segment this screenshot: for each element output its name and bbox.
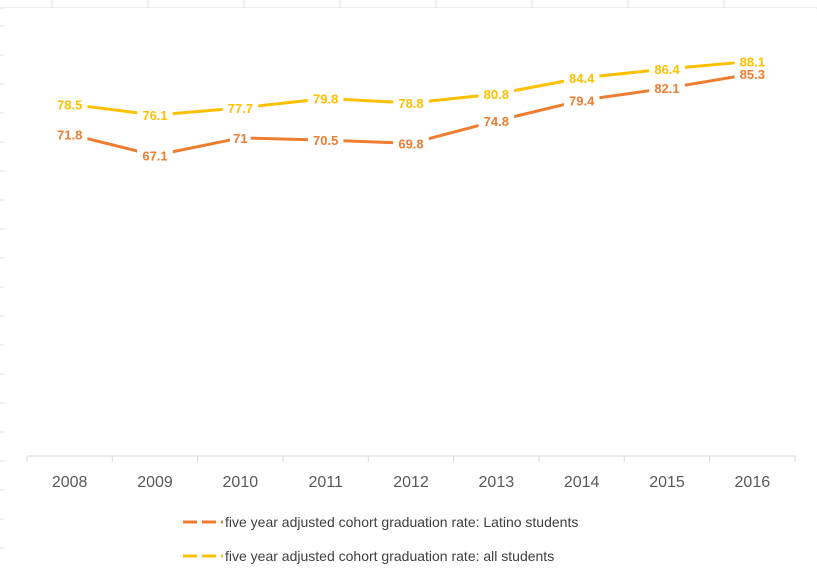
data-label-bg: [478, 87, 515, 103]
data-label-bg: [137, 108, 173, 124]
data-label: 85.3: [740, 67, 765, 82]
data-label-bg: [734, 54, 771, 70]
x-tick-label: 2009: [137, 474, 173, 491]
data-label: 82.1: [654, 81, 679, 96]
data-label: 74.8: [484, 114, 509, 129]
data-label-bg: [222, 100, 259, 116]
data-label-bg: [649, 61, 685, 77]
data-label-bg: [393, 136, 429, 152]
data-label: 78.5: [57, 97, 82, 112]
chart-area[interactable]: 2008 2009 2010 2011 2012 2013 2014 2015 2016 71.8…: [4, 8, 815, 570]
x-tick-label: 2012: [393, 474, 429, 491]
x-tick-label: 2011: [308, 474, 343, 491]
x-tick-label: 2013: [479, 474, 515, 491]
data-label-bg: [307, 133, 344, 149]
data-label: 76.1: [142, 108, 167, 123]
data-label-bg: [51, 97, 88, 113]
x-tick-label: 2015: [649, 474, 685, 491]
x-tick-label: 2010: [223, 474, 259, 491]
data-label-bg: [229, 130, 251, 146]
x-tick-label: 2016: [735, 474, 771, 491]
data-label: 79.4: [569, 93, 595, 108]
data-label-bg: [563, 70, 600, 86]
data-label: 84.4: [569, 71, 595, 86]
data-label: 80.8: [484, 87, 509, 102]
line-chart: 2008 2009 2010 2011 2012 2013 2014 2015 2016 71.8…: [26, 54, 796, 564]
data-label: 70.5: [313, 133, 338, 148]
data-label-bg: [393, 95, 429, 111]
x-tick-label: 2014: [564, 474, 600, 491]
data-label: 71: [233, 131, 247, 146]
data-label: 79.8: [313, 91, 338, 106]
data-label-bg: [51, 127, 88, 143]
legend-label: five year adjusted cohort graduation rat…: [225, 548, 554, 564]
data-label: 69.8: [398, 136, 423, 151]
data-label: 77.7: [228, 101, 253, 116]
data-label-bg: [137, 148, 173, 164]
data-label-bg: [307, 91, 344, 107]
legend-label: five year adjusted cohort graduation rat…: [225, 514, 578, 530]
data-label: 78.8: [398, 96, 423, 111]
data-label: 86.4: [654, 62, 680, 77]
data-label-bg: [649, 81, 685, 97]
data-label: 88.1: [740, 54, 765, 69]
data-label-bg: [734, 66, 771, 82]
data-label-bg: [563, 93, 600, 109]
data-label-bg: [478, 113, 515, 129]
x-tick-label: 2008: [52, 474, 88, 491]
data-label: 67.1: [142, 148, 167, 163]
data-label: 71.8: [57, 127, 82, 142]
